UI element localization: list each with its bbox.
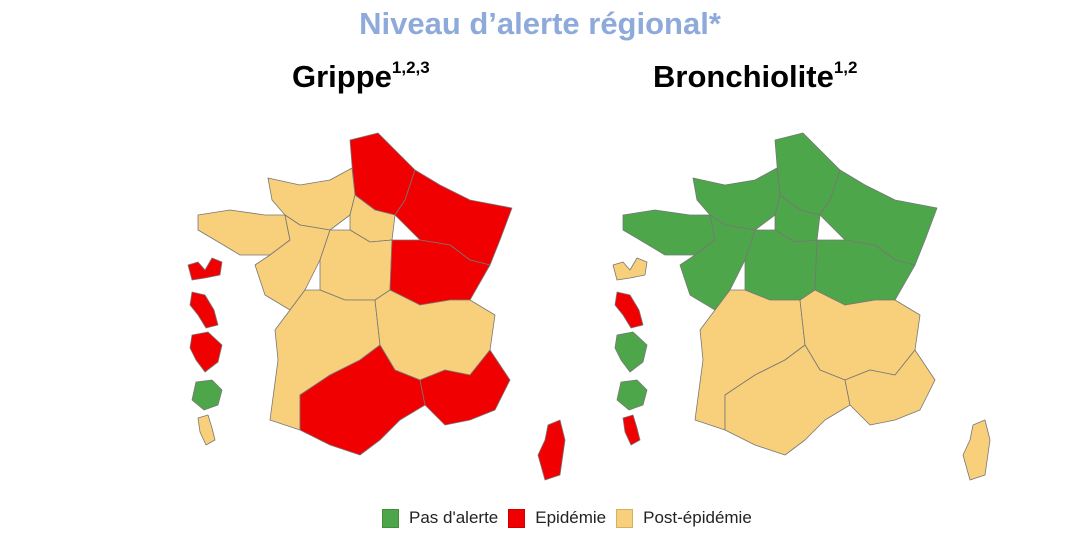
region-reunion xyxy=(616,379,648,411)
region-martinique xyxy=(614,291,644,329)
region-reunion xyxy=(191,379,223,411)
region-bretagne xyxy=(197,209,291,256)
region-paca xyxy=(419,349,511,426)
region-mayotte xyxy=(622,414,641,446)
region-corse xyxy=(962,419,991,481)
region-guyane xyxy=(614,331,648,373)
region-corse xyxy=(537,419,566,481)
legend-label: Epidémie xyxy=(535,508,607,527)
region-bretagne xyxy=(622,209,716,256)
legend: Pas d'alerte Epidémie Post-épidémie xyxy=(382,508,762,528)
region-paca xyxy=(844,349,936,426)
region-martinique xyxy=(189,291,219,329)
legend-label: Pas d'alerte xyxy=(409,508,499,527)
grippe-title: Grippe1,2,3 xyxy=(292,58,430,95)
grippe-map xyxy=(187,132,566,481)
bronchiolite-title: Bronchiolite1,2 xyxy=(653,58,857,95)
grippe-label: Grippe xyxy=(292,59,392,94)
bronchiolite-map xyxy=(612,132,991,481)
region-guadeloupe xyxy=(187,257,223,281)
bronchiolite-label: Bronchiolite xyxy=(653,59,834,94)
main-title: Niveau d’alerte régional* xyxy=(359,6,721,41)
region-guadeloupe xyxy=(612,257,648,281)
legend-item-epidemie: Epidémie xyxy=(508,508,606,528)
legend-item-pas-alerte: Pas d'alerte xyxy=(382,508,498,528)
region-mayotte xyxy=(197,414,216,446)
legend-swatch xyxy=(382,508,399,528)
region-guyane xyxy=(189,331,223,373)
grippe-footnotes: 1,2,3 xyxy=(391,58,430,77)
legend-item-post-epidemie: Post-épidémie xyxy=(616,508,752,528)
bronchiolite-footnotes: 1,2 xyxy=(833,58,858,77)
legend-label: Post-épidémie xyxy=(643,508,752,527)
legend-swatch xyxy=(616,508,634,528)
legend-swatch xyxy=(508,508,526,528)
